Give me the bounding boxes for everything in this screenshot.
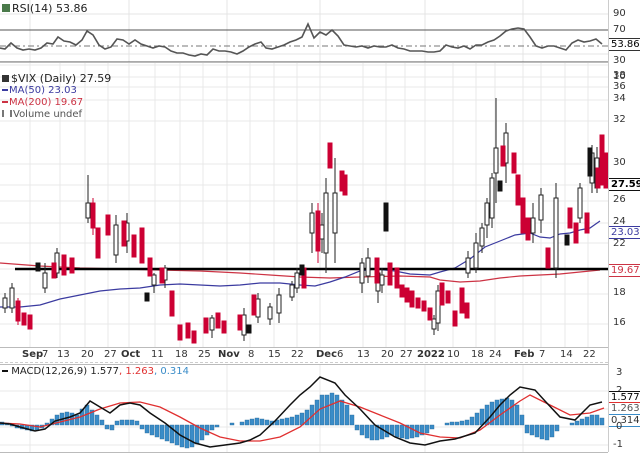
rsi-tick-30: 30 — [613, 55, 626, 66]
macd-legend: MACD(12,26,9) 1.577, 1.263, 0.314 — [2, 366, 189, 377]
volume-bars-icon — [2, 110, 12, 117]
candle-icon — [2, 75, 9, 82]
rsi-tick-90: 90 — [613, 8, 626, 19]
macd-tick-2: 2 — [616, 385, 622, 396]
price-tick-36: 36 — [613, 81, 626, 92]
price-tick-30: 30 — [613, 157, 626, 168]
price-tick-16: 16 — [613, 317, 626, 328]
price-tick-18: 18 — [613, 287, 626, 298]
price-tick-38: 38 — [613, 70, 626, 81]
rsi-value-tag: 53.86 — [608, 38, 640, 51]
histogram-value-tag: 0.314 — [608, 414, 640, 427]
date-label: 7 — [42, 349, 49, 360]
rsi-tick-10: 10 — [613, 71, 626, 82]
macd-plot — [0, 365, 608, 452]
macd-tick-0: 0 — [616, 421, 623, 432]
signal-line — [0, 394, 605, 442]
macd-line — [0, 376, 603, 448]
price-tick-26: 26 — [613, 194, 626, 205]
date-label: 8 — [248, 349, 255, 360]
axis-divider — [608, 0, 609, 452]
date-label: 27 — [104, 349, 117, 360]
date-label: Oct — [121, 349, 141, 360]
ma200-tag: 19.67 — [608, 264, 640, 277]
date-label: Dec — [316, 349, 338, 360]
price-tick-22: 22 — [613, 238, 626, 249]
ma200-swatch-icon — [2, 101, 8, 103]
date-label: 20 — [381, 349, 394, 360]
date-label: 20 — [81, 349, 94, 360]
date-label: 18 — [471, 349, 484, 360]
date-label: 18 — [175, 349, 188, 360]
rsi-legend-icon — [2, 4, 10, 12]
date-label: 22 — [291, 349, 304, 360]
ma200-legend: MA(200) 19.67 — [2, 97, 111, 109]
date-label: 14 — [560, 349, 573, 360]
vix-legend: $VIX (Daily) 27.59 — [2, 73, 111, 85]
date-label: 22 — [583, 349, 596, 360]
last-price-tag: 27.59 — [608, 178, 640, 191]
price-pane: $VIX (Daily) 27.59 MA(50) 23.03 MA(200) … — [0, 62, 608, 348]
date-label: 25 — [198, 349, 211, 360]
date-label: 15 — [268, 349, 281, 360]
date-label: 13 — [57, 349, 70, 360]
date-label: 2022 — [417, 349, 445, 360]
macd-tick-neg1: -1 — [613, 439, 623, 450]
date-label: Nov — [218, 349, 240, 360]
price-tick-32: 32 — [613, 114, 626, 125]
volume-legend: Volume undef — [2, 109, 111, 121]
rsi-legend: RSI(14) 53.86 — [2, 2, 87, 15]
macd-pane: MACD(12,26,9) 1.577, 1.263, 0.314 — [0, 364, 608, 453]
price-tick-34: 34 — [613, 93, 626, 104]
price-legend: $VIX (Daily) 27.59 MA(50) 23.03 MA(200) … — [2, 73, 111, 121]
macd-swatch-icon — [2, 370, 8, 372]
rsi-tick-70: 70 — [613, 24, 626, 35]
date-label: Sep — [22, 349, 44, 360]
date-axis: Sep 7 13 20 27 Oct 11 18 25 Nov 8 15 22 … — [0, 346, 608, 363]
date-label: Feb — [514, 349, 535, 360]
date-label: 6 — [337, 349, 344, 360]
ma50-line — [0, 220, 601, 308]
ma50-legend: MA(50) 23.03 — [2, 85, 111, 97]
macd-tick-3: 3 — [616, 367, 623, 378]
date-label: 11 — [151, 349, 164, 360]
date-label: 7 — [539, 349, 546, 360]
rsi-plot — [0, 0, 608, 62]
ma50-swatch-icon — [2, 89, 8, 91]
date-label: 24 — [489, 349, 502, 360]
date-label: 10 — [447, 349, 460, 360]
date-label: 27 — [400, 349, 413, 360]
date-label: 13 — [357, 349, 370, 360]
rsi-pane: RSI(14) 53.86 — [0, 0, 608, 63]
price-tick-24: 24 — [613, 216, 626, 227]
price-plot — [0, 63, 608, 347]
